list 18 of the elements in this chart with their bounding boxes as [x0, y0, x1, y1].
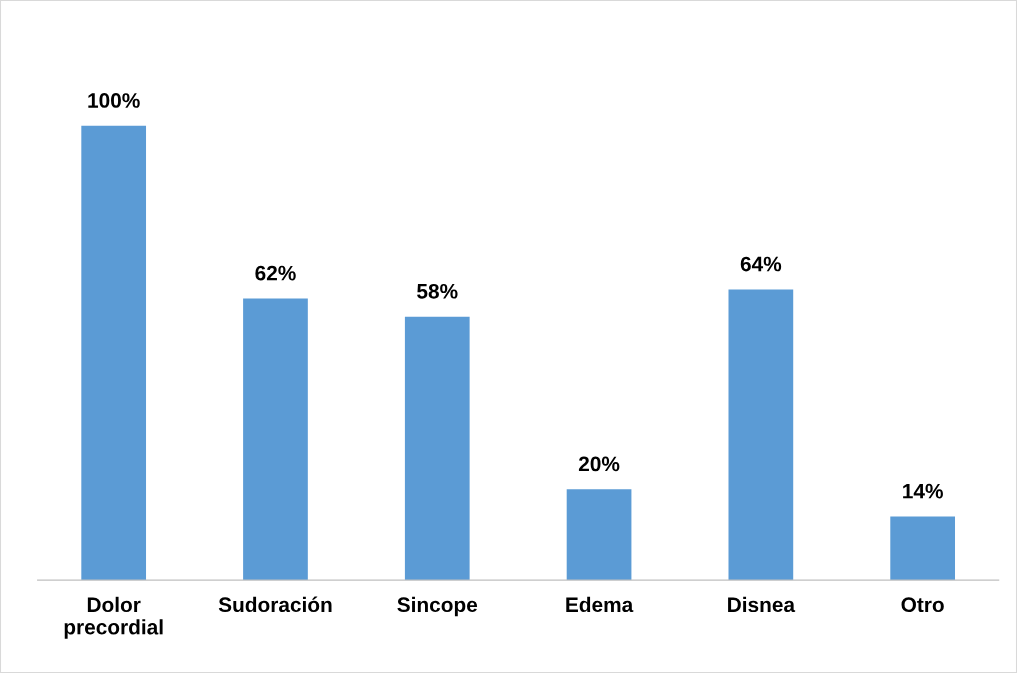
data-label: 58% — [417, 283, 458, 299]
x-tick-label: Otro — [901, 597, 944, 613]
bar — [728, 289, 794, 581]
bar — [566, 489, 632, 581]
data-label: 62% — [255, 265, 296, 281]
data-label: 64% — [740, 256, 782, 272]
bar — [404, 316, 470, 581]
bar — [890, 516, 956, 581]
data-label: 14% — [903, 483, 943, 499]
x-tick-label: Sudoración — [218, 596, 332, 613]
x-tick-label: Disnea — [728, 596, 796, 613]
x-tick-label: Edema — [566, 596, 634, 613]
x-tick-label: Dolor precordial — [64, 596, 163, 639]
x-tick-label: Sincope — [397, 596, 478, 617]
bar — [243, 298, 308, 581]
data-label: 100% — [88, 93, 140, 108]
data-label: 20% — [578, 456, 620, 472]
bar — [81, 125, 147, 581]
